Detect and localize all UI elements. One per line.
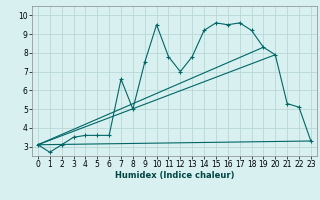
X-axis label: Humidex (Indice chaleur): Humidex (Indice chaleur): [115, 171, 234, 180]
